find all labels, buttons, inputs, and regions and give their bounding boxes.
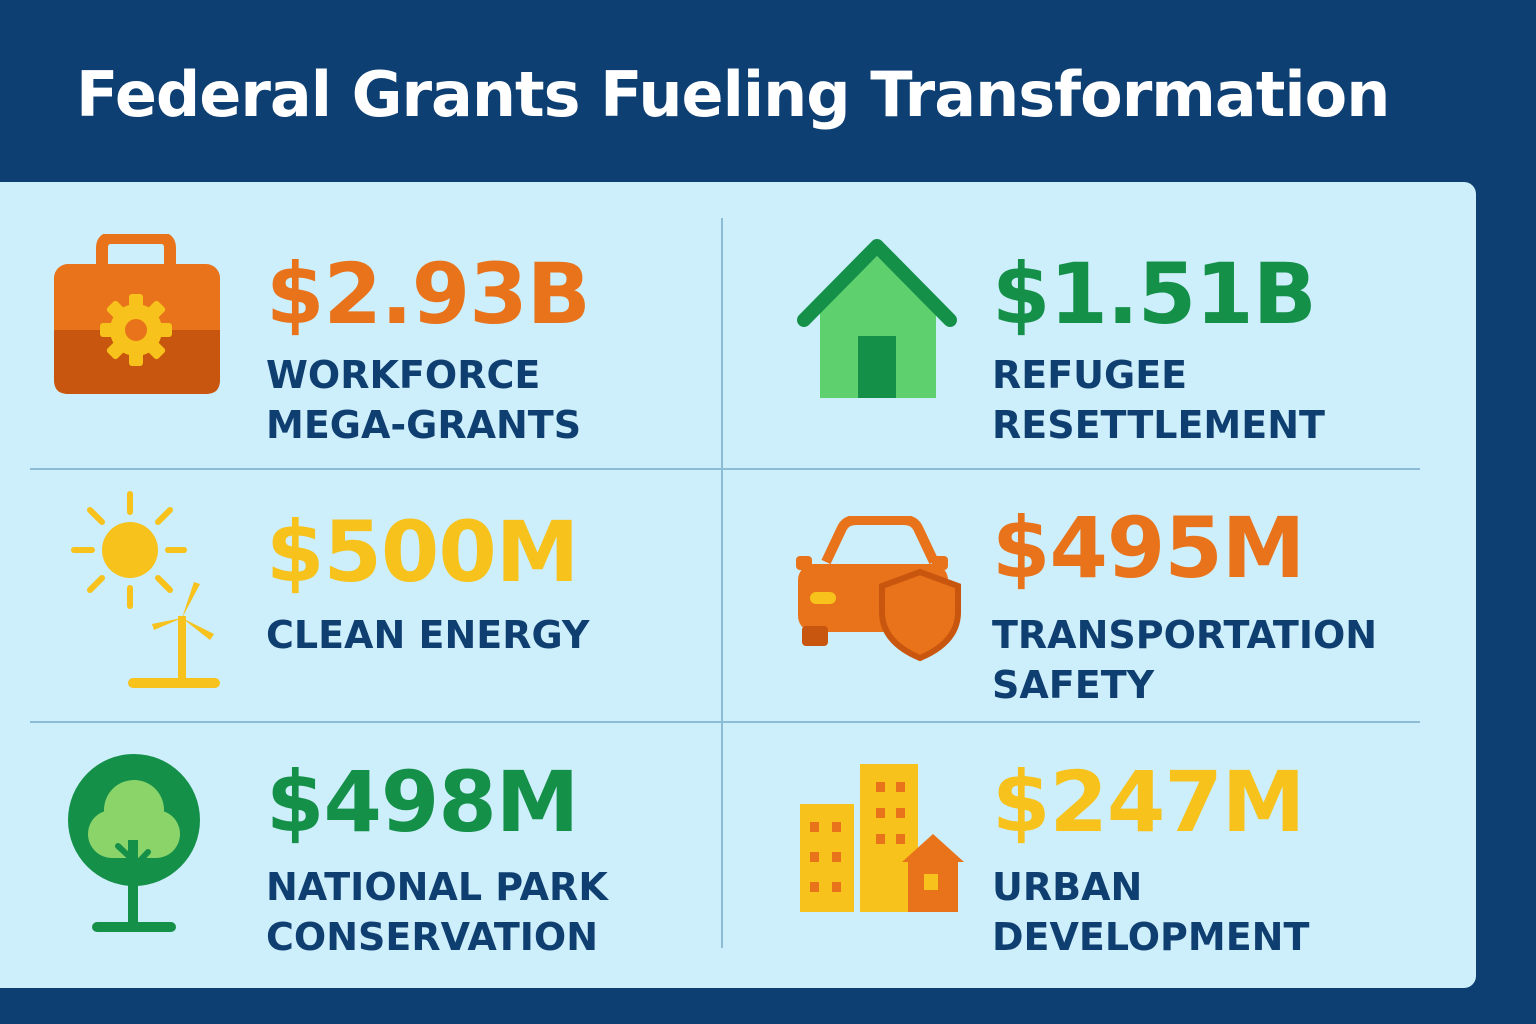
page-title: Federal Grants Fueling Transformation: [76, 58, 1390, 131]
grant-amount: $2.93B: [266, 245, 591, 343]
grant-label-line1: WORKFORCE: [266, 353, 541, 397]
grant-amount: $495M: [992, 499, 1305, 597]
grants-panel: [0, 182, 1476, 988]
grant-label-line1: TRANSPORTATION: [992, 613, 1378, 657]
grant-amount: $247M: [992, 753, 1305, 851]
grant-label-line1: REFUGEE: [992, 353, 1188, 397]
row-divider-1: [30, 468, 1420, 470]
house-icon: [797, 239, 957, 398]
sun-wind-turbine-icon: [71, 491, 220, 688]
grant-label-line2: DEVELOPMENT: [992, 915, 1310, 959]
car-shield-icon: [796, 516, 961, 662]
grant-label-line1: URBAN: [992, 865, 1143, 909]
briefcase-gear-icon: [54, 234, 220, 394]
row-divider-2: [30, 721, 1420, 723]
grant-label: URBAN DEVELOPMENT: [992, 862, 1309, 962]
grant-label: REFUGEE RESETTLEMENT: [992, 350, 1325, 450]
column-divider: [721, 218, 723, 948]
grant-label-line2: CONSERVATION: [266, 915, 599, 959]
grant-label: NATIONAL PARK CONSERVATION: [266, 862, 608, 962]
grant-label-line1: CLEAN ENERGY: [266, 613, 590, 657]
grant-label-line2: RESETTLEMENT: [992, 403, 1325, 447]
grant-label: TRANSPORTATION SAFETY: [992, 610, 1377, 710]
grant-label: WORKFORCE MEGA-GRANTS: [266, 350, 581, 450]
grant-amount: $500M: [266, 503, 579, 601]
grant-label-line1: NATIONAL PARK: [266, 865, 608, 909]
tree-icon: [68, 754, 200, 932]
grant-label-line2: MEGA-GRANTS: [266, 403, 582, 447]
grant-amount: $1.51B: [992, 245, 1317, 343]
grant-label: CLEAN ENERGY: [266, 610, 589, 660]
city-buildings-icon: [800, 764, 964, 912]
grant-label-line2: SAFETY: [992, 663, 1155, 707]
grant-amount: $498M: [266, 753, 579, 851]
